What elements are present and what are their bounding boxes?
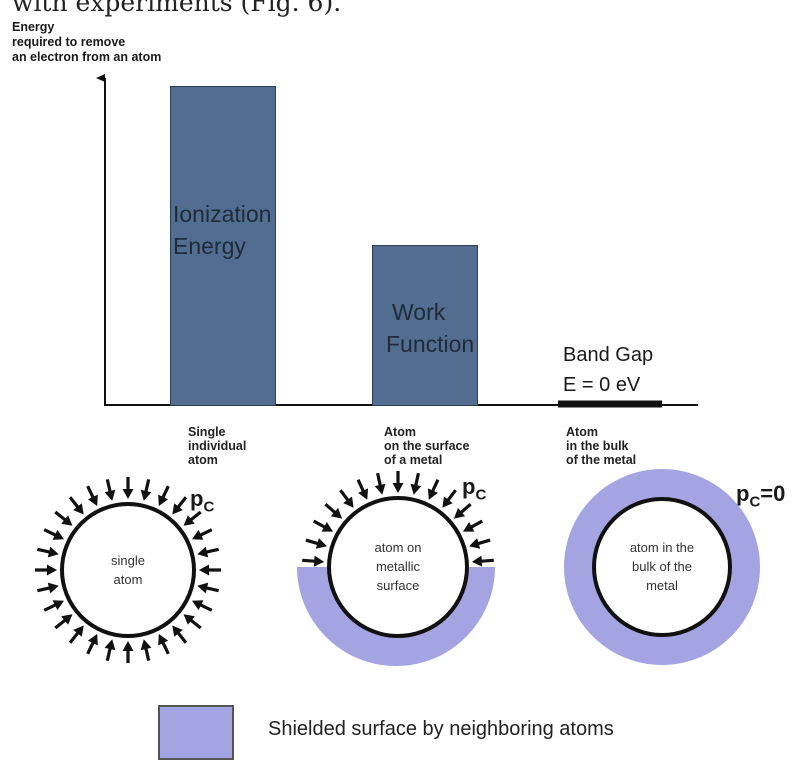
pressure-arrow-head <box>172 625 183 637</box>
pressure-arrow-head <box>197 582 209 594</box>
pressure-arrow-head <box>199 564 210 576</box>
pressure-arrow-head <box>183 515 195 526</box>
circle-label-line: atom on <box>374 540 422 555</box>
pressure-arrow-head <box>61 515 73 526</box>
pressure-arrow-head <box>73 625 84 637</box>
y-axis-title-line: Energy <box>12 20 55 34</box>
pressure-arrow-head <box>172 503 183 515</box>
circle-label-bulk: atom in the bulk of the metal <box>607 538 717 595</box>
atom-circle-single <box>60 502 196 638</box>
category-label-single-atom: Single individual atom <box>188 425 246 467</box>
circle-label-line: surface <box>376 578 420 593</box>
pressure-arrow-head <box>47 546 59 558</box>
circle-label-single: single atom <box>73 551 183 589</box>
pressure-arrow-head <box>410 483 422 495</box>
pressure-arrow-head <box>47 582 59 594</box>
circle-label-line: atom in the <box>629 540 695 555</box>
circle-label-line: metallic <box>375 559 421 574</box>
bar-label-ionization: Ionization Energy <box>173 198 271 262</box>
pressure-arrow-head <box>427 488 438 500</box>
circle-label-line: single <box>111 553 145 568</box>
category-line: of a metal <box>384 453 443 467</box>
pressure-arrow-head <box>313 555 325 567</box>
pressure-arrow-head <box>191 600 204 611</box>
bar-label-work-function: Work Function <box>386 296 474 360</box>
pressure-arrow-head <box>183 614 195 625</box>
bar-work-function <box>372 245 478 406</box>
pressure-arrow-head <box>87 494 98 507</box>
pressure-label-single: pC <box>190 486 215 516</box>
circle-label-line: atom <box>113 572 143 587</box>
category-line: atom <box>188 453 218 467</box>
y-axis-title-line: an electron from an atom <box>12 50 162 64</box>
pressure-arrow-head <box>104 639 116 651</box>
pressure-arrows-surface <box>302 471 494 567</box>
pressure-arrow-head <box>392 483 404 493</box>
circle-label-line: metal <box>646 578 678 593</box>
pressure-arrow-head <box>321 521 334 532</box>
circle-label-surface: atom on metallic surface <box>343 538 453 595</box>
pressure-arrow-head <box>46 564 57 576</box>
pressure-arrow-head <box>343 496 354 508</box>
category-line: Atom <box>566 425 598 439</box>
category-line: in the bulk <box>566 439 629 453</box>
pressure-arrow-head <box>73 503 84 515</box>
pressure-arrow-head <box>469 538 481 549</box>
category-line: on the surface <box>384 439 470 453</box>
pressure-arrow-head <box>122 489 134 499</box>
pressure-arrow-head <box>140 639 152 651</box>
atom-circle-bulk <box>592 497 732 637</box>
pressure-arrow-head <box>358 488 369 500</box>
pressure-arrow-head <box>330 507 343 519</box>
category-line: of the metal <box>566 453 637 467</box>
pressure-arrow-head <box>87 633 98 646</box>
pressure-arrow-head <box>61 614 73 625</box>
pressure-arrow-head <box>462 521 475 532</box>
bar-label-line: Function <box>386 331 475 357</box>
bar-label-line: Work <box>392 299 446 325</box>
pressure-arrow-head <box>52 600 65 611</box>
y-axis-title-line: required to remove <box>12 35 126 49</box>
legend-text: Shielded surface by neighboring atoms <box>268 718 614 740</box>
pressure-arrow-head <box>158 494 169 507</box>
pressure-arrow-head <box>158 633 169 646</box>
pressure-arrow-head <box>197 546 209 558</box>
pressure-arrow-head <box>471 555 483 567</box>
pressure-arrow-head <box>191 529 204 540</box>
category-line: Single <box>188 425 226 439</box>
bar-label-line: Ionization <box>173 201 272 227</box>
legend-swatch <box>158 705 234 760</box>
pressure-arrows-single <box>34 477 222 664</box>
pressure-arrow-head <box>122 641 134 652</box>
bar-label-line: Energy <box>173 233 246 259</box>
pressure-arrow-head <box>140 489 152 501</box>
pressure-arrow-head <box>453 507 466 519</box>
y-axis-title: Energy required to remove an electron fr… <box>12 20 161 65</box>
pressure-label-surface: pC <box>462 474 487 504</box>
category-label-surface-atom: Atom on the surface of a metal <box>384 425 469 467</box>
caption-fragment: with experiments (Fig. 6). <box>12 0 342 17</box>
pressure-arrow-head <box>52 529 65 540</box>
atom-circle-surface <box>327 496 469 638</box>
pressure-arrow-head <box>442 496 453 508</box>
band-gap-line-text: E = 0 eV <box>563 374 641 396</box>
pressure-arrow-head <box>104 489 116 501</box>
bar-ionization-energy <box>170 86 276 406</box>
pressure-arrow-head <box>374 483 386 495</box>
band-gap-label: Band Gap E = 0 eV <box>563 340 653 400</box>
category-line: individual <box>188 439 247 453</box>
band-gap-line-text: Band Gap <box>563 344 654 366</box>
pressure-label-bulk: pC=0 <box>736 481 786 511</box>
category-line: Atom <box>384 425 416 439</box>
circle-label-line: bulk of the <box>632 559 692 574</box>
pressure-arrow-head <box>315 538 327 549</box>
category-label-bulk-atom: Atom in the bulk of the metal <box>566 425 636 467</box>
